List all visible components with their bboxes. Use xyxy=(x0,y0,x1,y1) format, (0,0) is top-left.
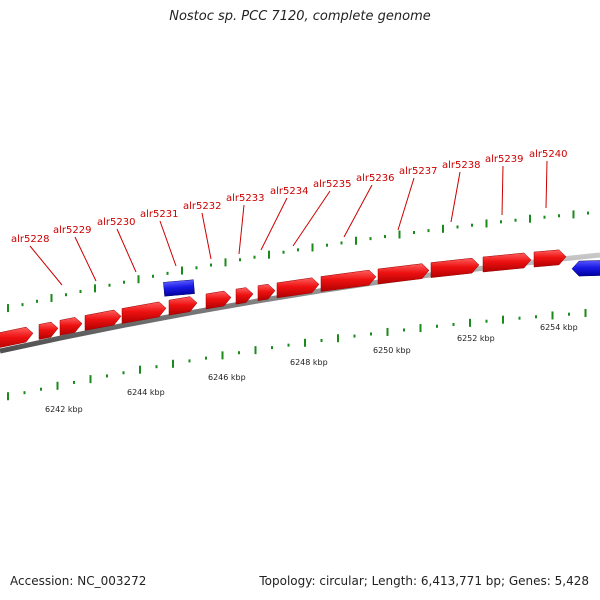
label-leader-line xyxy=(501,165,504,216)
scale-label: 6248 kbp xyxy=(290,358,328,367)
label-leader-line xyxy=(238,204,245,255)
scale-label: 6250 kbp xyxy=(373,346,411,355)
forward-gene-arrow xyxy=(235,287,254,305)
forward-gene-arrow xyxy=(257,283,276,302)
gene-label: alr5230 xyxy=(97,217,135,228)
scale-label: 6242 kbp xyxy=(45,405,83,414)
gene-label: alr5229 xyxy=(53,225,91,236)
label-leader-line xyxy=(343,184,373,238)
reverse-gene-arrow xyxy=(571,260,600,277)
forward-gene-arrow xyxy=(59,317,83,336)
gene-label: alr5236 xyxy=(356,173,394,184)
label-leader-line xyxy=(74,236,97,282)
reverse-gene-block xyxy=(163,279,195,297)
forward-gene-arrow xyxy=(168,296,198,316)
forward-gene-arrow xyxy=(377,263,430,285)
gene-track xyxy=(0,249,600,348)
gene-label: alr5238 xyxy=(442,160,480,171)
gene-label: alr5237 xyxy=(399,166,437,177)
gene-label: alr5228 xyxy=(11,234,49,245)
forward-gene-arrow xyxy=(482,252,532,273)
forward-gene-arrow xyxy=(121,301,167,324)
scale-label: 6254 kbp xyxy=(540,323,578,332)
gene-label: alr5235 xyxy=(313,179,351,190)
outer-tick-ring xyxy=(7,210,589,313)
gene-label: alr5234 xyxy=(270,186,308,197)
label-leader-line xyxy=(545,160,548,209)
forward-gene-arrow xyxy=(430,257,480,278)
scale-label: 6246 kbp xyxy=(208,373,246,382)
label-leader-line xyxy=(292,190,331,247)
forward-gene-arrow xyxy=(84,309,122,331)
label-leader-line xyxy=(260,197,288,251)
label-leader-line xyxy=(450,171,461,223)
label-leader-line xyxy=(201,212,212,260)
gene-label: alr5239 xyxy=(485,154,523,165)
gene-labels: alr5228 alr5229 alr5230 alr5231 alr5232 … xyxy=(11,149,567,245)
gene-label: alr5231 xyxy=(140,209,178,220)
gene-label: alr5240 xyxy=(529,149,567,160)
forward-gene-arrow xyxy=(38,321,59,340)
label-leader-line xyxy=(116,228,137,273)
gene-label-leaders xyxy=(29,160,548,286)
forward-gene-arrow xyxy=(0,326,34,348)
inner-tick-ring xyxy=(7,308,587,401)
map-title: Nostoc sp. PCC 7120, complete genome xyxy=(169,9,431,24)
label-leader-line xyxy=(29,245,63,286)
gene-label: alr5232 xyxy=(183,201,221,212)
forward-gene-arrow xyxy=(533,249,567,268)
accession-text: Accession: NC_003272 xyxy=(10,574,147,588)
genome-summary-text: Topology: circular; Length: 6,413,771 bp… xyxy=(259,574,589,588)
forward-gene-arrow xyxy=(320,269,377,292)
scale-labels: 6242 kbp 6244 kbp 6246 kbp 6248 kbp 6250… xyxy=(45,323,578,414)
scale-label: 6244 kbp xyxy=(127,388,165,397)
scale-label: 6252 kbp xyxy=(457,334,495,343)
gene-label: alr5233 xyxy=(226,193,264,204)
label-leader-line xyxy=(397,177,415,231)
forward-gene-arrow xyxy=(276,277,320,299)
forward-gene-arrow xyxy=(205,290,232,310)
label-leader-line xyxy=(159,220,177,267)
